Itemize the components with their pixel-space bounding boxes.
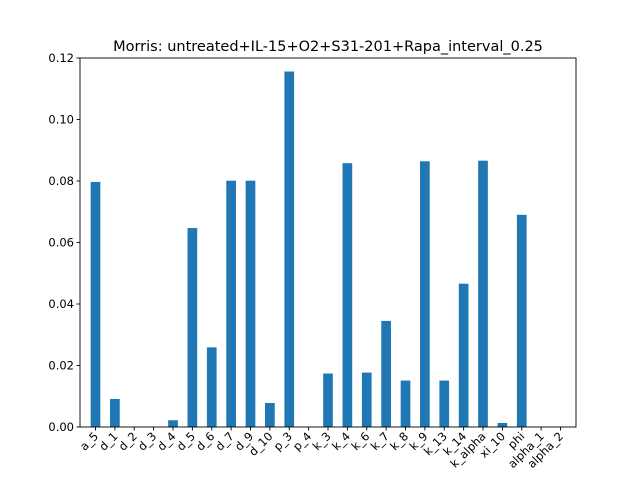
y-tick-label: 0.06 [48,236,74,250]
bar-d_7 [226,180,236,427]
chart-title: Morris: untreated+IL-15+O2+S31-201+Rapa_… [113,39,543,55]
bar-k_6 [361,372,372,427]
y-tick-label: 0.02 [48,359,74,373]
y-tick-label: 0.08 [48,174,74,188]
bar-p_3 [284,71,295,427]
bar-k_7 [381,320,391,427]
bar-k_14 [458,283,469,427]
y-tick-label: 0.00 [48,420,74,434]
y-tick-label: 0.10 [48,113,74,127]
y-tick-label: 0.12 [48,51,74,65]
bar-phi [516,214,527,427]
bar-d_1 [110,399,120,427]
x-axis: a_5d_1d_2d_3d_4d_5d_6d_7d_9d_10p_3p_4k_3… [77,427,566,471]
bar-d_9 [245,180,256,427]
bar-k_13 [439,380,450,427]
y-tick-label: 0.04 [48,297,74,311]
bar-a_5 [90,181,101,427]
bar-d_10 [265,403,275,427]
y-axis: 0.00 0.02 0.04 0.06 0.08 0.10 0.12 [48,51,80,434]
bar-k_3 [323,373,333,427]
bar-k_4 [342,163,353,427]
bar-k_alpha [478,160,488,427]
bars-group [90,71,527,427]
bar-xi_10 [497,423,508,427]
bar-k_8 [400,380,411,427]
bar-d_5 [187,228,198,427]
plot-frame [79,57,577,428]
bar-k_9 [420,161,430,427]
bar-d_4 [168,420,178,427]
bar-d_6 [206,347,217,427]
